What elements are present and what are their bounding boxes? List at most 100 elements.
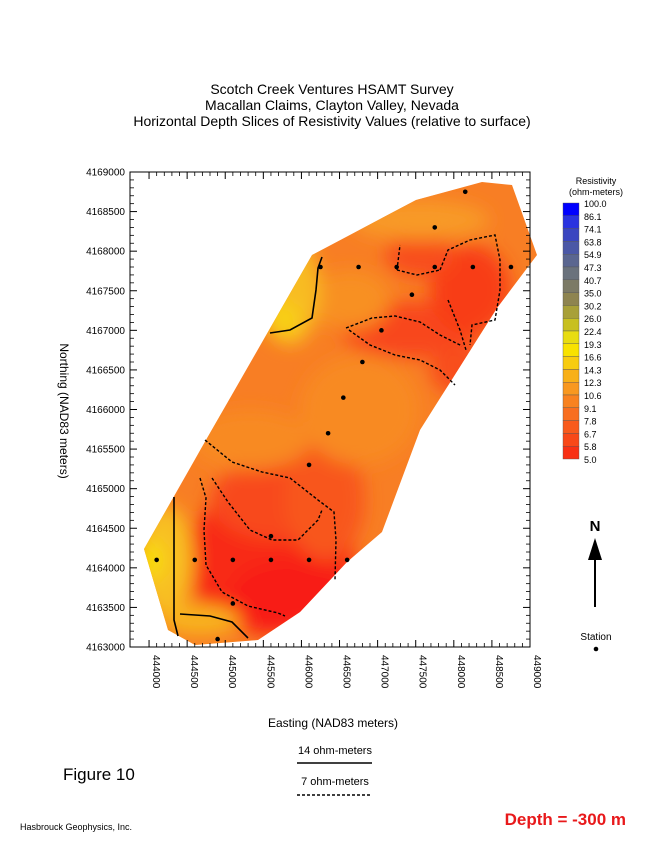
figure-label: Figure 10 xyxy=(63,765,135,784)
y-tick-label: 4168000 xyxy=(86,247,125,258)
colorbar-swatch xyxy=(562,420,580,434)
station-point xyxy=(230,557,236,563)
colorbar-swatch xyxy=(562,407,580,421)
colorbar-swatch xyxy=(562,356,580,370)
contour-legend-7-label: 7 ohm-meters xyxy=(301,776,369,788)
y-tick-label: 4169000 xyxy=(86,168,125,179)
station-point xyxy=(230,601,236,606)
colorbar-swatch xyxy=(562,369,580,383)
colorbar-level-label: 16.6 xyxy=(584,353,602,363)
colorbar-swatch xyxy=(562,215,580,229)
y-tick-label: 4165500 xyxy=(86,445,125,456)
colorbar-swatch xyxy=(562,228,580,242)
colorbar-level-label: 74.1 xyxy=(584,225,602,235)
x-tick-label: 446000 xyxy=(302,655,313,689)
north-label: N xyxy=(590,518,601,535)
colorbar-swatch xyxy=(562,202,580,217)
colorbar-units: (ohm-meters) xyxy=(569,187,623,197)
station-point xyxy=(268,533,274,539)
y-tick-label: 4164000 xyxy=(86,563,125,574)
station-legend-label: Station xyxy=(580,632,611,643)
chart-title-line2: Macallan Claims, Clayton Valley, Nevada xyxy=(205,97,459,113)
station-point xyxy=(379,328,384,333)
colorbar-level-label: 26.0 xyxy=(584,314,602,324)
colorbar-level-label: 7.8 xyxy=(584,417,597,427)
colorbar-level-label: 86.1 xyxy=(584,212,602,222)
station-point xyxy=(306,462,312,468)
colorbar-level-label: 9.1 xyxy=(584,404,597,414)
colorbar-level-label: 6.7 xyxy=(584,429,597,439)
station-point xyxy=(508,264,514,270)
colorbar-swatch xyxy=(562,305,580,319)
colorbar-level-label: 63.8 xyxy=(584,237,602,247)
depth-label: Depth = -300 m xyxy=(505,810,626,829)
y-axis-ticks: 4163000 4163500 4164000 4164500 4165000 41655… xyxy=(86,168,530,654)
colorbar-level-label: 40.7 xyxy=(584,276,602,286)
station-point xyxy=(341,395,346,400)
station-point xyxy=(215,636,220,642)
y-axis-label: Northing (NAD83 meters) xyxy=(57,343,71,478)
y-tick-label: 4164500 xyxy=(86,524,125,535)
station-point xyxy=(306,557,312,563)
colorbar-swatch xyxy=(562,292,580,306)
chart-title-line1: Scotch Creek Ventures HSAMT Survey xyxy=(210,81,453,97)
y-tick-label: 4166500 xyxy=(86,365,125,376)
colorbar-level-label: 100.0 xyxy=(584,199,607,209)
station-point xyxy=(360,359,365,365)
y-tick-label: 4168500 xyxy=(86,207,125,218)
station-point xyxy=(318,264,323,270)
y-tick-label: 4167500 xyxy=(86,286,125,297)
colorbar-swatch xyxy=(562,253,580,268)
colorbar-swatch xyxy=(562,382,580,396)
x-tick-label: 445000 xyxy=(226,655,237,689)
colorbar-level-label: 54.9 xyxy=(584,250,602,260)
y-tick-label: 4163500 xyxy=(86,603,125,614)
colorbar-swatch xyxy=(562,343,580,357)
y-tick-label: 4165000 xyxy=(86,484,125,495)
colorbar: 100.0 86.1 74.1 63.8 54.9 47.3 40.7 35.0 30.2 26.… xyxy=(562,199,607,465)
x-tick-label: 448500 xyxy=(493,655,504,689)
resistivity-map xyxy=(144,182,537,645)
x-tick-label: 446500 xyxy=(341,655,352,689)
x-tick-label: 444000 xyxy=(150,655,161,689)
colorbar-level-label: 12.3 xyxy=(584,378,602,388)
station-point xyxy=(344,557,350,563)
station-point xyxy=(192,557,198,563)
y-tick-label: 4167000 xyxy=(86,326,125,337)
colorbar-level-label: 22.4 xyxy=(584,327,602,337)
colorbar-level-label: 35.0 xyxy=(584,289,602,299)
y-tick-label: 4166000 xyxy=(86,405,125,416)
x-tick-label: 447000 xyxy=(379,655,390,689)
station-point xyxy=(394,264,399,270)
x-tick-label: 447500 xyxy=(417,655,428,689)
contour-7-ohm xyxy=(199,234,501,617)
station-points xyxy=(154,189,514,642)
colorbar-swatch xyxy=(562,433,580,447)
colorbar-level-label: 19.3 xyxy=(584,340,602,350)
colorbar-level-label: 5.8 xyxy=(584,442,597,452)
colorbar-swatch xyxy=(562,446,580,460)
x-tick-label: 445500 xyxy=(264,655,275,689)
company-label: Hasbrouck Geophysics, Inc. xyxy=(20,822,132,832)
station-point xyxy=(409,292,415,298)
colorbar-swatch xyxy=(562,330,580,345)
colorbar-swatch xyxy=(562,241,580,255)
contour-legend-14-label: 14 ohm-meters xyxy=(298,745,372,757)
station-legend-dot xyxy=(593,646,599,652)
station-point xyxy=(154,557,159,563)
colorbar-level-label: 30.2 xyxy=(584,301,602,311)
colorbar-title: Resistivity xyxy=(576,176,617,186)
station-point xyxy=(268,557,274,563)
colorbar-level-label: 10.6 xyxy=(584,391,602,401)
station-point xyxy=(462,189,468,195)
colorbar-level-label: 5.0 xyxy=(584,455,597,465)
colorbar-swatch xyxy=(562,394,580,409)
colorbar-swatch xyxy=(562,266,580,281)
north-arrow-icon xyxy=(588,538,602,607)
colorbar-swatch xyxy=(562,318,580,332)
colorbar-level-label: 47.3 xyxy=(584,263,602,273)
x-tick-label: 448000 xyxy=(455,655,466,689)
y-tick-label: 4163000 xyxy=(86,643,125,654)
x-axis-label: Easting (NAD83 meters) xyxy=(268,716,398,730)
